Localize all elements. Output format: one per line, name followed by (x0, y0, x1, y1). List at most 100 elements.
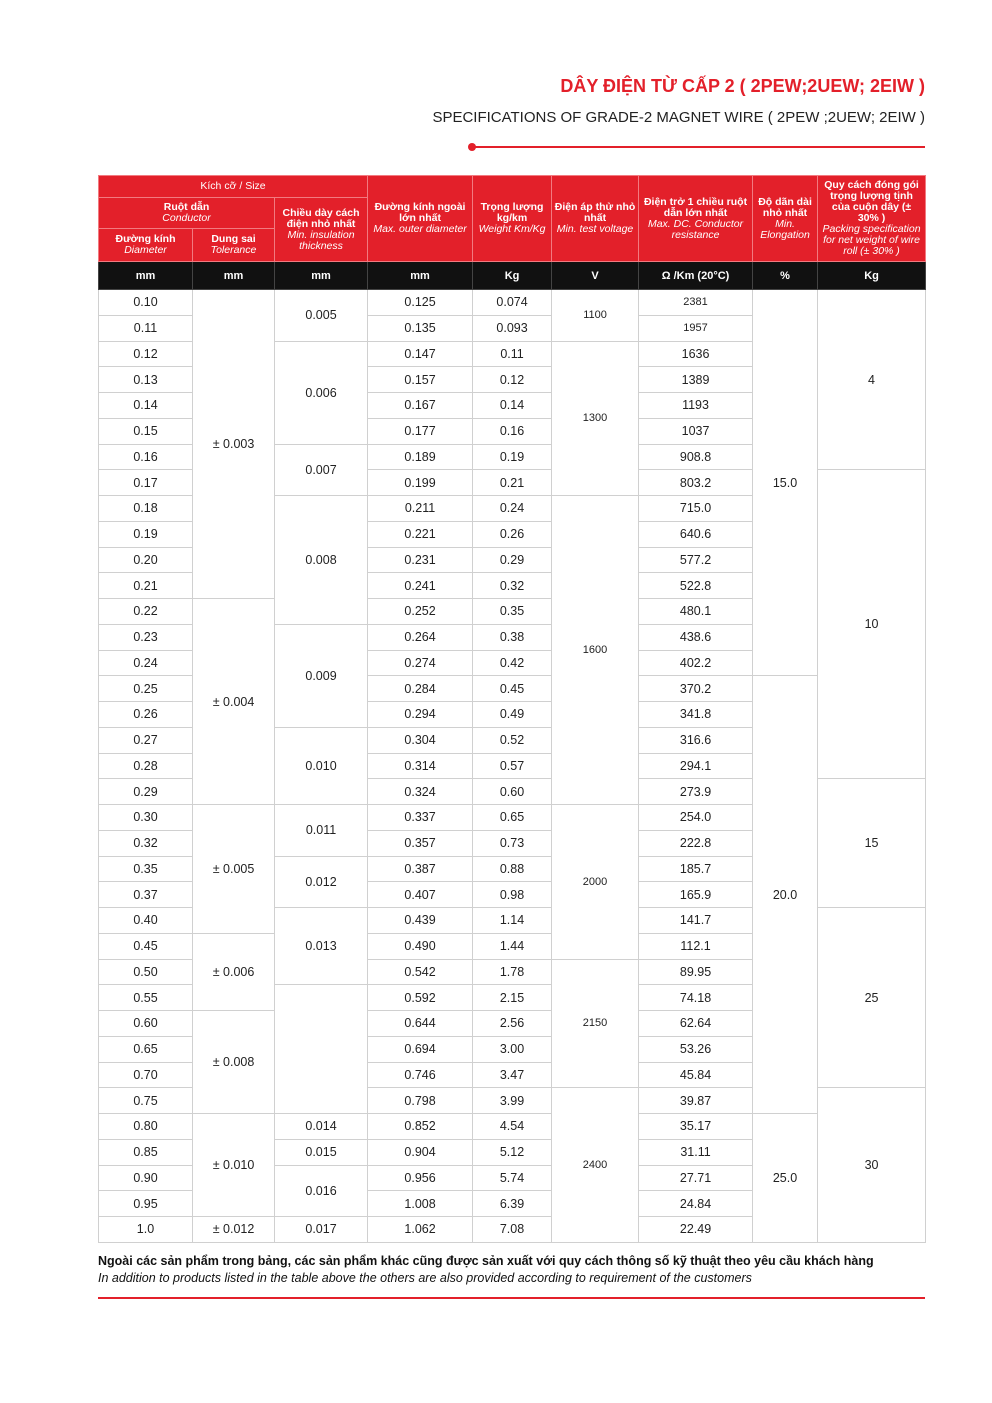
cell: 1100 (551, 289, 640, 342)
table-row: 0.18 0.008 0.211 0.24 1600 715.0 (98, 495, 926, 805)
cell: 0.009 (273, 623, 369, 728)
cell: 3.00 (472, 1035, 553, 1063)
cell (273, 984, 369, 1114)
cell: 0.35 (98, 855, 193, 883)
cell: 0.147 (367, 340, 474, 368)
cell: 0.26 (98, 701, 193, 728)
cell: 4 (817, 288, 927, 471)
subtitle: SPECIFICATIONS OF GRADE-2 MAGNET WIRE ( … (432, 109, 925, 126)
cell: 0.35 (472, 598, 553, 625)
unit-cell: V (551, 261, 640, 290)
cell: 0.125 (367, 289, 474, 316)
cell: 89.95 (638, 958, 754, 986)
cell: 22.49 (638, 1216, 754, 1243)
cell: 0.45 (472, 675, 553, 702)
note: Ngoài các sản phẩm trong bảng, các sản p… (98, 1254, 874, 1268)
table-row: 0.35 0.012 0.387 0.88 185.7 (98, 855, 926, 908)
cell: 20.0 (752, 675, 819, 1114)
cell: 0.18 (98, 495, 193, 522)
cell: 0.904 (367, 1138, 474, 1166)
cell: 185.7 (638, 855, 754, 883)
cell: 254.0 (638, 804, 754, 831)
cell: 4.54 (472, 1113, 553, 1140)
cell: 1.78 (472, 958, 553, 986)
divider (98, 1297, 925, 1299)
cell: 0.15 (98, 417, 193, 445)
cell: 0.012 (273, 855, 369, 908)
cell: 3.47 (472, 1061, 553, 1089)
unit-cell: Kg (472, 261, 553, 290)
cell: 0.157 (367, 366, 474, 393)
cell: 0.98 (472, 881, 553, 908)
cell: 112.1 (638, 932, 754, 960)
unit-cell: % (752, 261, 819, 290)
table-row: 0.23 0.009 0.264 0.38 438.6 (98, 623, 926, 728)
cell: 0.14 (98, 392, 193, 419)
header-en: Max. DC. Conductor resistance (647, 217, 744, 241)
cell: 1.44 (472, 932, 553, 960)
cell: 2.56 (472, 1010, 553, 1037)
cell: 35.17 (638, 1113, 754, 1140)
header-vi: Đường kính ngoài lớn nhất (374, 201, 466, 224)
unit-cell: mm (192, 261, 275, 290)
header-cell: Điện trở 1 chiều ruột dẫn lớn nhất Max. D… (638, 175, 754, 262)
cell: 0.19 (472, 443, 553, 471)
table-row: 0.28 0.314 0.57 294.1 (98, 752, 926, 780)
header-vi: Ruột dẫn (163, 201, 210, 213)
cell: 0.006 (273, 340, 369, 445)
cell: 0.956 (367, 1164, 474, 1192)
header-cell: Ruột dẫn Conductor (98, 197, 275, 229)
cell: 0.16 (98, 443, 193, 471)
cell: 0.73 (472, 829, 553, 857)
cell: ± 0.010 (192, 1113, 275, 1217)
header-vi: Quy cách đóng gói trọng lượng tịnh của c… (824, 179, 919, 224)
cell: 0.14 (472, 392, 553, 419)
cell: 0.29 (472, 546, 553, 574)
cell: 0.241 (367, 572, 474, 599)
table-row: 0.16 0.007 0.189 0.19 908.8 (98, 443, 926, 496)
cell: ± 0.008 (192, 1010, 275, 1114)
cell: 0.45 (98, 932, 193, 960)
cell: 0.284 (367, 675, 474, 702)
cell: 0.90 (98, 1164, 193, 1192)
cell: ± 0.003 (192, 289, 275, 599)
note: In addition to products listed in the ta… (98, 1271, 752, 1285)
table-row: 0.55 0.592 2.15 74.18 (98, 984, 926, 1114)
cell: 341.8 (638, 701, 754, 728)
table-row: 0.95 1.008 6.39 24.84 (98, 1190, 926, 1217)
table-row: 0.19 0.221 0.26 640.6 (98, 520, 926, 548)
cell: 25 (817, 906, 927, 1089)
cell: 0.221 (367, 520, 474, 548)
cell: 0.304 (367, 726, 474, 754)
table-row: 0.85 0.015 0.904 5.12 31.11 (98, 1138, 926, 1166)
table-row: 0.10 ± 0.003 0.005 0.125 0.074 1100 2381 15.0 4 (98, 288, 927, 677)
cell: 0.407 (367, 881, 474, 908)
header-en: Conductor (162, 212, 211, 224)
cell: 15.0 (752, 288, 819, 677)
cell: 1037 (638, 417, 754, 445)
unit-cell: Kg (817, 261, 927, 290)
cell: 0.40 (98, 907, 193, 934)
cell: 0.011 (273, 804, 369, 857)
cell: 0.189 (367, 443, 474, 471)
cell: 908.8 (638, 443, 754, 471)
cell: 2381 (638, 289, 754, 316)
header-cell: Độ dãn dài nhỏ nhất Min. Elongation (752, 175, 819, 262)
header-en: Min. test voltage (556, 223, 634, 235)
cell: 24.84 (638, 1190, 754, 1217)
spec-table: Kích cỡ / Size Đường kính ngoài lớn nhất… (97, 175, 927, 1243)
cell: 0.294 (367, 701, 474, 728)
cell: 0.65 (98, 1035, 193, 1063)
cell: 0.70 (98, 1061, 193, 1089)
cell: 0.23 (98, 623, 193, 651)
cell: 0.274 (367, 649, 474, 677)
header-cell: Đường kính ngoài lớn nhất Max. outer diam… (367, 175, 474, 262)
header-en: Tolerance (210, 244, 257, 256)
header-vi: Dung sai (211, 233, 256, 245)
cell: 10 (817, 469, 927, 780)
cell: 74.18 (638, 984, 754, 1011)
table-row: 0.24 0.274 0.42 402.2 (98, 649, 926, 677)
cell: 5.12 (472, 1138, 553, 1166)
cell: 0.85 (98, 1138, 193, 1166)
